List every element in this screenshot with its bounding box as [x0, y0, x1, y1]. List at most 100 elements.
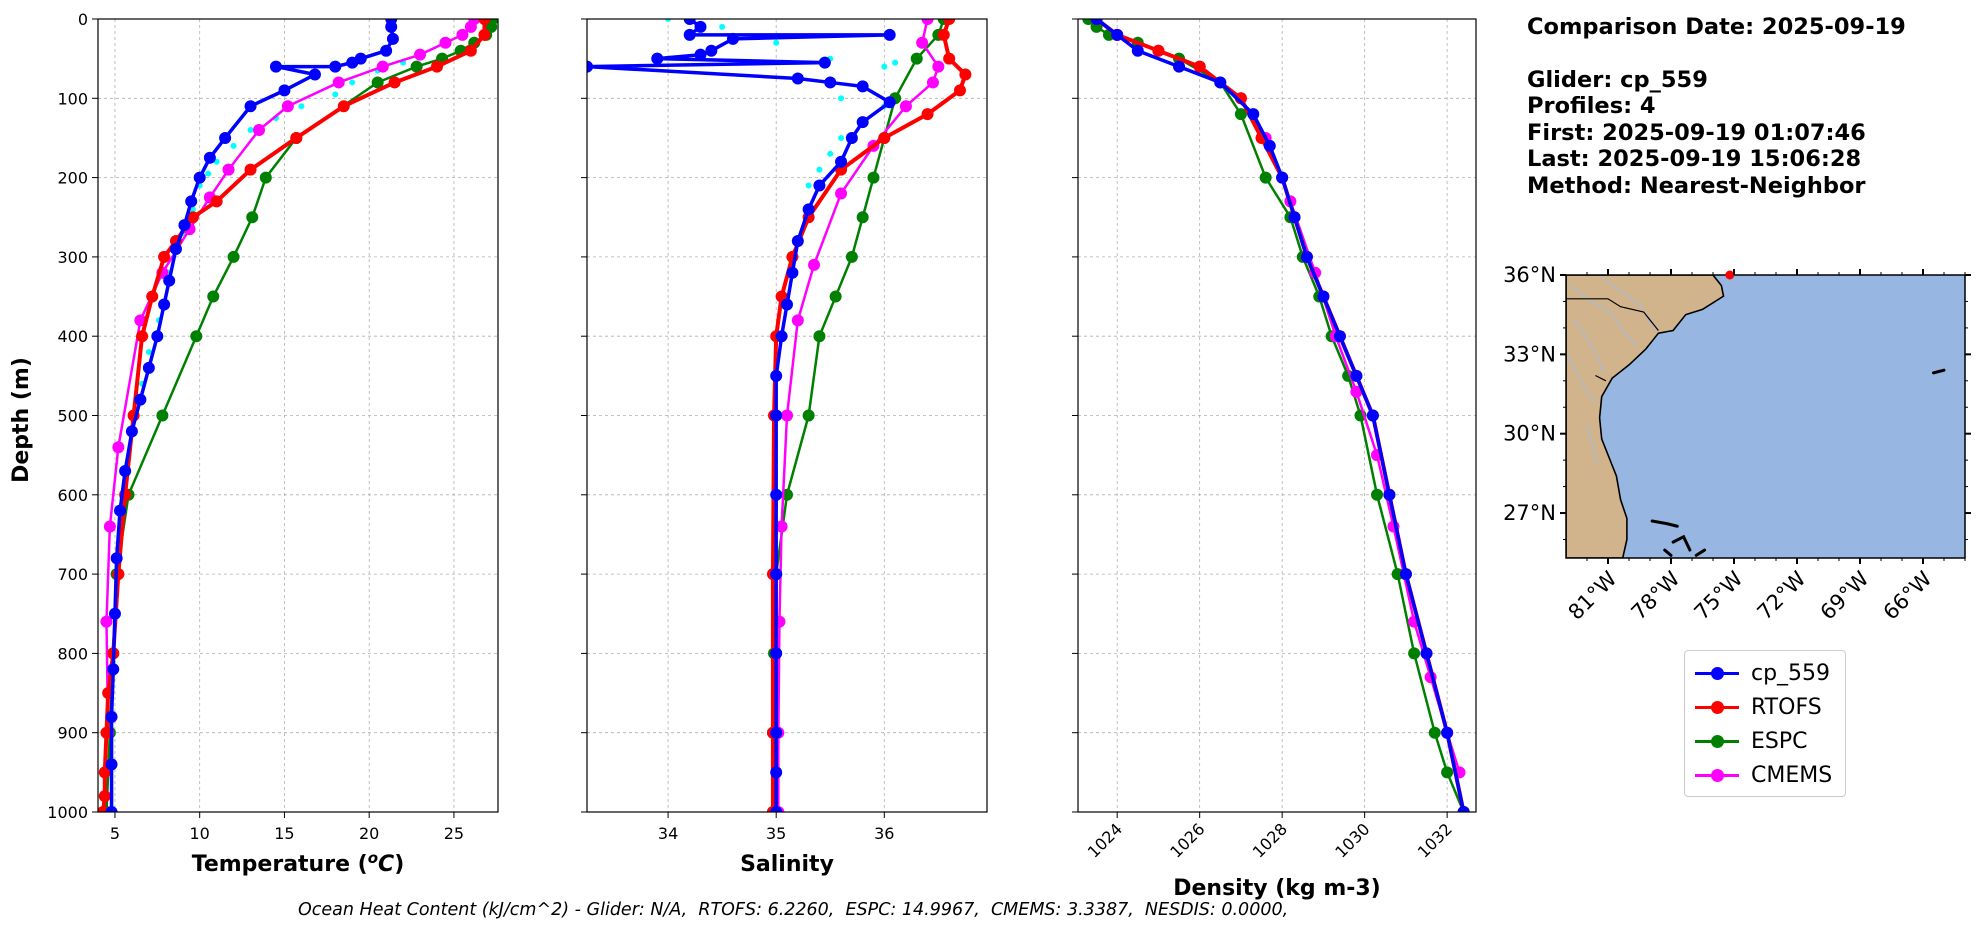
data-point: [1131, 44, 1144, 57]
data-point: [253, 124, 266, 137]
depth-axis-label: Depth (m): [9, 357, 34, 483]
map-lat-label: 36°N: [1503, 263, 1556, 287]
legend-item-cp559: cp_559: [1695, 658, 1830, 688]
data-point: [108, 607, 121, 620]
legend-item-cmems: CMEMS: [1695, 760, 1832, 790]
x-tick-label: 25: [444, 824, 464, 843]
y-tick-label: 0: [78, 10, 88, 29]
profile-count: Profiles: 4: [1527, 93, 1656, 119]
raw-profile-point: [838, 134, 845, 141]
data-point: [210, 195, 223, 208]
state-border: [1595, 374, 1607, 382]
data-point: [770, 488, 783, 501]
raw-profile-point: [892, 59, 899, 66]
data-point: [478, 28, 491, 41]
data-point: [105, 758, 118, 771]
data-point: [921, 19, 934, 25]
raw-profile-point: [145, 349, 152, 356]
y-tick-label: 700: [57, 565, 88, 584]
data-point: [770, 647, 783, 660]
data-point: [883, 96, 896, 109]
x-axis-label: Density (kg m-3): [1173, 876, 1381, 901]
data-point: [781, 298, 793, 311]
data-point: [1441, 766, 1454, 779]
data-point: [1276, 171, 1289, 184]
data-point: [770, 806, 783, 812]
river: [1586, 425, 1599, 466]
data-point: [781, 409, 793, 422]
x-tick-label: 1026: [1166, 819, 1208, 861]
y-tick-label: 100: [57, 89, 88, 108]
data-point: [219, 131, 232, 144]
data-point: [1214, 76, 1227, 89]
data-point: [119, 465, 132, 478]
data-point: [185, 195, 198, 208]
data-point: [100, 726, 113, 739]
data-point: [98, 790, 111, 803]
comparison-date: Comparison Date: 2025-09-19: [1527, 14, 1906, 40]
data-point: [410, 60, 423, 73]
data-point: [337, 100, 350, 113]
data-point: [169, 242, 182, 255]
glider-location-marker: [1725, 270, 1735, 280]
data-point: [1247, 108, 1260, 121]
data-point: [770, 369, 783, 382]
data-point: [1263, 139, 1276, 152]
temperature-panel: 5 10 15 20 25 0 100 200 300 400 500 600 700 800 900 100…: [47, 10, 499, 877]
x-tick-label: 1030: [1331, 819, 1373, 861]
series-rtofs: [98, 19, 491, 812]
data-point: [587, 60, 593, 73]
data-point: [259, 171, 272, 184]
series-cmems: [100, 19, 481, 739]
x-tick-label: 1024: [1084, 819, 1126, 861]
data-point: [1317, 290, 1330, 303]
data-point: [1333, 330, 1346, 343]
river: [1601, 277, 1659, 331]
data-point: [1090, 19, 1103, 25]
data-point: [478, 19, 491, 25]
data-point: [134, 393, 147, 406]
data-point: [921, 108, 934, 121]
data-point: [1152, 44, 1165, 57]
y-tick-label: 800: [57, 644, 88, 663]
legend-label: CMEMS: [1751, 762, 1833, 788]
data-point: [371, 76, 384, 89]
map-frame: [1565, 274, 1966, 559]
raw-profile-point: [247, 127, 254, 134]
data-point: [207, 290, 220, 303]
x-tick-label: 36: [874, 824, 894, 843]
data-point: [824, 76, 837, 89]
island: [1932, 368, 1946, 375]
raw-profile-point: [665, 19, 672, 22]
map-lat-label: 30°N: [1503, 422, 1556, 446]
data-point: [464, 44, 477, 57]
raw-profile-point: [205, 170, 212, 177]
data-point: [1259, 171, 1272, 184]
data-point: [770, 726, 783, 739]
data-point: [926, 76, 939, 89]
data-point: [105, 710, 118, 723]
island: [1671, 534, 1692, 552]
info-block: Comparison Date: 2025-09-19 Glider: cp_55…: [1527, 14, 1906, 199]
series-line: [1095, 19, 1461, 773]
data-point: [1350, 385, 1363, 398]
data-point: [883, 28, 896, 41]
raw-profile-point: [349, 79, 356, 86]
method: Method: Nearest-Neighbor: [1527, 172, 1866, 199]
y-tick-label: 1000: [47, 803, 88, 822]
data-point: [100, 615, 113, 628]
map-lon-label: 81°W: [1564, 566, 1622, 624]
data-point: [878, 131, 891, 144]
ocean-heat-content-footer: Ocean Heat Content (kJ/cm^2) - Glider: N…: [298, 900, 1289, 920]
data-point: [186, 211, 199, 224]
series-cp559: [587, 19, 896, 812]
data-point: [105, 806, 118, 812]
data-point: [1383, 488, 1396, 501]
data-point: [329, 60, 342, 73]
data-point: [114, 504, 127, 517]
data-point: [107, 663, 120, 676]
data-point: [98, 766, 111, 779]
data-point: [813, 330, 826, 343]
map-panel: 36°N 33°N 30°N 27°N 81°W 78°W 75°W 72°W 69°W 66°W: [1503, 263, 1971, 625]
